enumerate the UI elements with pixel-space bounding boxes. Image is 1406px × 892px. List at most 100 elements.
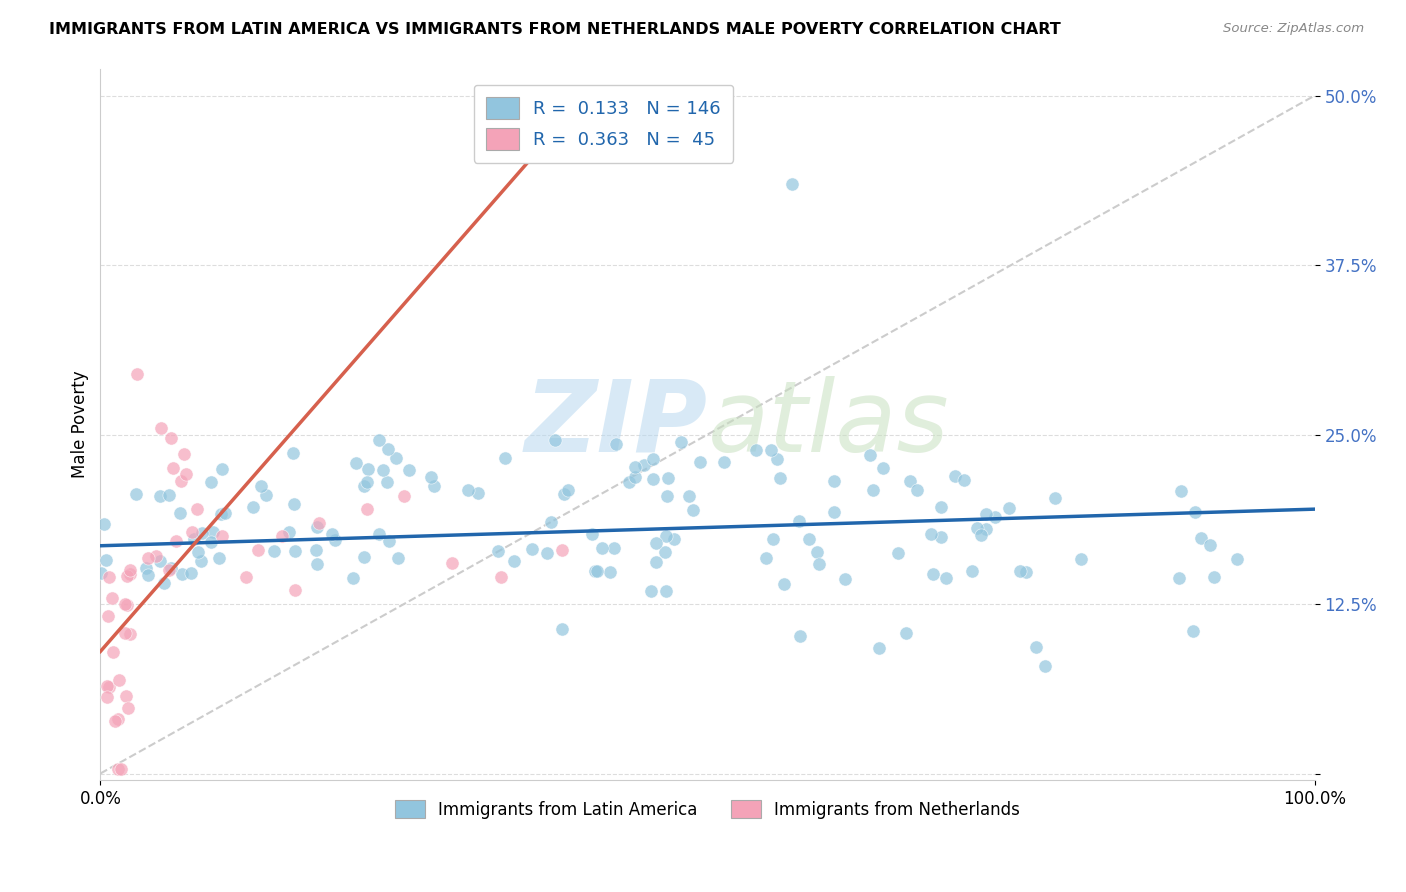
- Point: [117, 700, 139, 714]
- Point: [378, 534, 401, 549]
- Point: [1025, 640, 1047, 654]
- Point: [190, 554, 212, 568]
- Point: [640, 584, 662, 599]
- Point: [214, 506, 236, 520]
- Point: [200, 475, 222, 490]
- Point: [149, 488, 172, 502]
- Point: [114, 625, 136, 640]
- Point: [623, 460, 645, 475]
- Point: [419, 470, 441, 484]
- Point: [93, 516, 115, 531]
- Point: [761, 532, 783, 546]
- Point: [162, 461, 184, 475]
- Point: [103, 645, 125, 659]
- Point: [935, 571, 957, 585]
- Point: [984, 510, 1007, 524]
- Point: [160, 431, 183, 445]
- Point: [170, 566, 193, 581]
- Point: [135, 561, 157, 575]
- Point: [898, 474, 921, 488]
- Point: [441, 557, 464, 571]
- Point: [457, 483, 479, 497]
- Point: [284, 543, 307, 558]
- Point: [373, 463, 395, 477]
- Point: [551, 542, 574, 557]
- Point: [190, 526, 212, 541]
- Point: [211, 462, 233, 476]
- Point: [657, 471, 679, 485]
- Point: [1170, 483, 1192, 498]
- Point: [159, 563, 181, 577]
- Point: [807, 557, 830, 571]
- Point: [344, 457, 367, 471]
- Point: [211, 529, 233, 543]
- Point: [745, 442, 768, 457]
- Point: [645, 536, 668, 550]
- Point: [1226, 551, 1249, 566]
- Point: [797, 532, 820, 546]
- Point: [187, 545, 209, 559]
- Point: [94, 552, 117, 566]
- Point: [263, 544, 285, 558]
- Point: [209, 507, 232, 521]
- Point: [834, 573, 856, 587]
- Point: [894, 626, 917, 640]
- Point: [583, 564, 606, 578]
- Point: [859, 448, 882, 462]
- Legend: Immigrants from Latin America, Immigrants from Netherlands: Immigrants from Latin America, Immigrant…: [388, 793, 1026, 825]
- Point: [1184, 505, 1206, 519]
- Point: [342, 571, 364, 585]
- Point: [117, 569, 139, 583]
- Point: [377, 442, 399, 457]
- Point: [671, 435, 693, 450]
- Point: [1070, 551, 1092, 566]
- Point: [581, 526, 603, 541]
- Point: [1015, 565, 1038, 579]
- Point: [356, 475, 378, 489]
- Point: [772, 577, 794, 591]
- Point: [392, 489, 415, 503]
- Point: [323, 533, 346, 548]
- Text: ZIP: ZIP: [524, 376, 707, 473]
- Point: [180, 525, 202, 540]
- Y-axis label: Male Poverty: Male Poverty: [72, 370, 89, 478]
- Point: [655, 529, 678, 543]
- Text: Source: ZipAtlas.com: Source: ZipAtlas.com: [1223, 22, 1364, 36]
- Point: [98, 569, 121, 583]
- Point: [247, 542, 270, 557]
- Point: [953, 473, 976, 487]
- Point: [624, 470, 647, 484]
- Point: [920, 527, 942, 541]
- Point: [387, 550, 409, 565]
- Point: [180, 566, 202, 581]
- Point: [284, 583, 307, 598]
- Point: [153, 576, 176, 591]
- Point: [1008, 564, 1031, 578]
- Point: [277, 524, 299, 539]
- Point: [806, 545, 828, 559]
- Point: [1199, 538, 1222, 552]
- Point: [522, 542, 544, 557]
- Point: [357, 462, 380, 476]
- Point: [540, 515, 562, 529]
- Point: [207, 551, 229, 566]
- Point: [367, 433, 389, 447]
- Point: [368, 527, 391, 541]
- Point: [138, 568, 160, 582]
- Point: [242, 500, 264, 515]
- Point: [787, 514, 810, 528]
- Point: [1202, 569, 1225, 583]
- Point: [125, 487, 148, 501]
- Point: [183, 532, 205, 546]
- Point: [494, 451, 516, 466]
- Point: [769, 471, 792, 485]
- Point: [157, 488, 180, 502]
- Point: [149, 554, 172, 568]
- Point: [862, 483, 884, 497]
- Point: [605, 437, 627, 451]
- Point: [281, 446, 304, 460]
- Point: [117, 598, 139, 612]
- Point: [633, 458, 655, 472]
- Point: [101, 591, 124, 606]
- Point: [1033, 658, 1056, 673]
